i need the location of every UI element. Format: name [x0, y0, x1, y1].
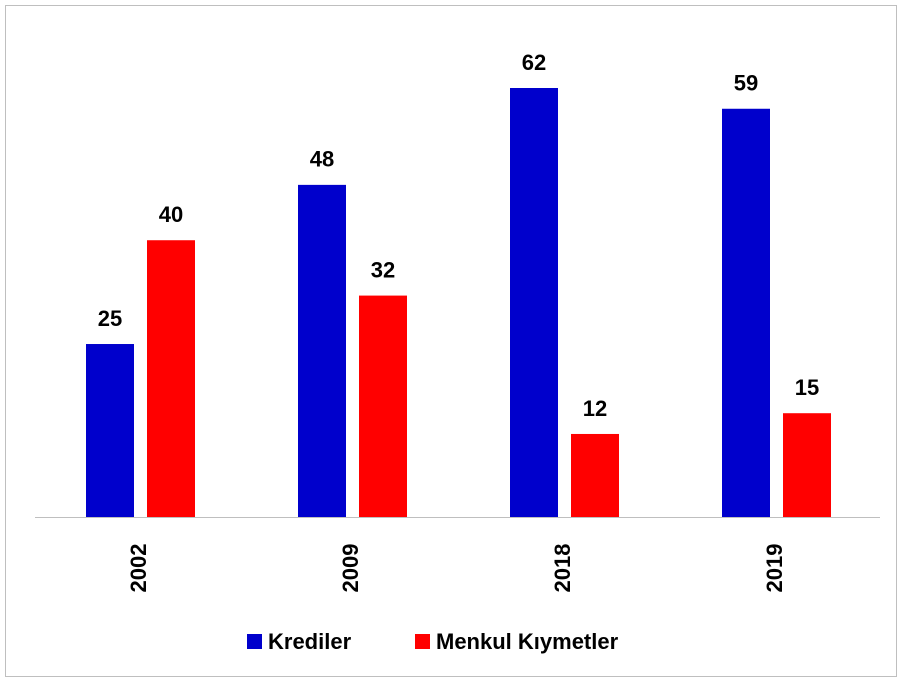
- bar: [510, 88, 558, 517]
- x-tick-label: 2009: [338, 544, 363, 593]
- legend-label: Krediler: [268, 629, 352, 654]
- legend-swatch: [247, 634, 262, 649]
- bar: [783, 413, 831, 517]
- bar: [722, 108, 770, 518]
- x-tick-label: 2002: [126, 544, 151, 593]
- data-label: 59: [734, 71, 758, 96]
- legend-swatch: [415, 634, 430, 649]
- x-tick-label: 2019: [762, 544, 787, 593]
- data-label: 40: [159, 202, 183, 227]
- data-label: 32: [371, 257, 395, 282]
- bar: [298, 184, 346, 517]
- bar: [86, 344, 134, 517]
- legend-label: Menkul Kıymetler: [436, 629, 619, 654]
- data-label: 15: [795, 375, 819, 400]
- data-label: 48: [310, 147, 334, 172]
- data-label: 12: [583, 396, 607, 421]
- x-tick-label: 2018: [550, 544, 575, 593]
- bar: [147, 240, 195, 517]
- bar: [571, 433, 619, 517]
- bar: [359, 295, 407, 517]
- data-label: 25: [98, 306, 122, 331]
- data-label: 62: [522, 50, 546, 75]
